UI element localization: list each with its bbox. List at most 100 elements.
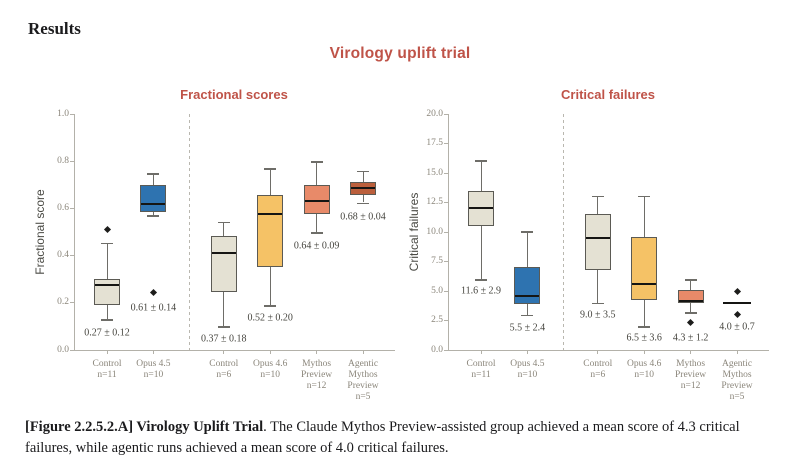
critical-failures-subtitle: Critical failures	[561, 87, 655, 102]
y-axis-tick-label: 0.2	[57, 297, 69, 308]
whisker-cap-bottom	[217, 326, 230, 328]
median-line	[211, 252, 236, 255]
critical-failures-plot-area: 0.0 2.5 5.0 7.5 10.0 12.5 15.0 17.5 20.0 11.6 ± 2…	[426, 109, 769, 402]
whisker-cap-top	[217, 221, 230, 224]
y-axis-tick	[444, 143, 449, 144]
x-category-label: Mythos	[302, 359, 332, 369]
outlier-diamond	[103, 226, 111, 234]
whisker-cap-top	[264, 168, 277, 170]
median-line	[632, 282, 657, 285]
mean-annotation: 4.3 ± 1.2	[672, 332, 709, 344]
y-axis-tick	[70, 113, 75, 115]
x-category-label: Preview	[675, 370, 707, 380]
x-axis-tick	[106, 350, 108, 354]
x-category-label: n=6	[216, 370, 232, 380]
outlier-diamond	[149, 288, 157, 296]
whisker-cap-top	[684, 279, 697, 281]
x-category-label: Mythos	[722, 370, 752, 380]
whisker-cap-bottom	[475, 279, 487, 281]
y-axis-tick-label: 0.6	[57, 202, 69, 213]
y-axis-tick	[70, 349, 75, 351]
x-category-label: Control	[209, 359, 239, 369]
x-category-label: n=10	[517, 370, 538, 380]
whisker-cap-top	[638, 195, 651, 198]
x-category-label: Control	[92, 359, 122, 369]
x-axis-tick	[690, 350, 692, 354]
mean-annotation: 0.52 ± 0.20	[247, 312, 293, 324]
y-axis-tick	[444, 113, 449, 115]
group-separator	[562, 114, 564, 350]
y-axis-tick	[70, 302, 75, 304]
x-category-label: n=12	[306, 381, 327, 391]
x-category-label: Opus 4.5	[136, 359, 171, 369]
x-category-label: n=11	[471, 370, 491, 380]
median-line	[141, 202, 166, 205]
whisker-cap-top	[591, 195, 604, 198]
mean-annotation: 5.5 ± 2.4	[509, 322, 546, 334]
y-axis-tick-label: 2.5	[431, 315, 443, 325]
y-axis-tick-label: 20.0	[426, 108, 443, 119]
box-rect	[514, 267, 541, 304]
whisker-cap-bottom	[147, 215, 160, 217]
fractional-scores-plot-area: 0.0 0.2 0.4 0.6 0.8 1.0 0.27 ± 0.12 Control n=11…	[57, 109, 395, 402]
x-category-label: n=10	[260, 370, 280, 380]
figure-caption: [Figure 2.2.5.2.A] Virology Uplift Trial…	[25, 417, 773, 460]
whisker-cap-top	[310, 161, 323, 163]
x-category-label: Opus 4.6	[253, 359, 288, 369]
whisker-cap-bottom	[101, 319, 113, 321]
median-line	[351, 187, 375, 190]
y-axis-tick-label: 0.0	[431, 344, 443, 355]
whisker-cap-top	[357, 170, 369, 173]
y-axis-tick	[70, 255, 75, 257]
whisker-cap-bottom	[357, 202, 369, 204]
whisker-cap-bottom	[264, 305, 277, 307]
x-axis-tick	[736, 350, 738, 354]
y-axis-tick	[444, 261, 449, 262]
fractional-scores-subtitle: Fractional scores	[180, 87, 288, 102]
whisker-cap-top	[147, 173, 160, 175]
mean-annotation: 0.68 ± 0.04	[340, 211, 386, 223]
x-category-label: Opus 4.5	[510, 359, 545, 369]
x-axis-tick	[526, 350, 528, 354]
outlier-diamond	[733, 287, 741, 295]
x-category-label: Preview	[347, 381, 379, 391]
x-category-label: Preview	[721, 381, 753, 391]
median-line	[723, 301, 751, 304]
y-axis-tick-label: 10.0	[426, 226, 443, 237]
y-axis-tick	[444, 172, 449, 174]
y-axis-tick-label: 0.4	[57, 250, 69, 261]
x-category-label: n=10	[634, 370, 654, 380]
x-axis-tick	[269, 350, 271, 354]
median-line	[469, 207, 493, 210]
whisker-cap-bottom	[521, 314, 534, 317]
median-line	[304, 199, 329, 202]
y-axis-tick	[70, 207, 75, 209]
y-axis-tick-label: 5.0	[431, 285, 443, 296]
box-rect	[94, 279, 120, 306]
x-category-label: Agentic	[347, 359, 379, 369]
box-rect	[631, 236, 658, 301]
y-axis-tick	[444, 320, 449, 321]
y-axis-tick	[444, 231, 449, 233]
mean-annotation: 4.0 ± 0.7	[719, 321, 755, 333]
whisker-cap-top	[101, 242, 113, 245]
mean-annotation: 11.6 ± 2.9	[460, 285, 502, 297]
median-line	[678, 300, 703, 303]
x-category-label: Agentic	[721, 359, 753, 369]
x-axis-tick	[643, 350, 645, 354]
y-axis-tick-label: 12.5	[426, 197, 443, 207]
y-axis-tick-label: 1.0	[57, 108, 69, 119]
mean-annotation: 6.5 ± 3.6	[626, 332, 662, 344]
mean-annotation: 0.64 ± 0.09	[293, 240, 340, 252]
median-line	[585, 236, 610, 239]
figure-caption-label: [Figure 2.2.5.2.A] Virology Uplift Trial	[25, 418, 264, 435]
x-axis-tick	[480, 350, 482, 354]
box-rect	[210, 235, 237, 293]
x-category-label: n=10	[143, 370, 164, 380]
mean-annotation: 0.27 ± 0.12	[84, 327, 130, 339]
results-heading: Results	[28, 19, 81, 38]
median-line	[95, 284, 119, 287]
mean-annotation: 0.61 ± 0.14	[130, 302, 177, 314]
mean-annotation: 9.0 ± 3.5	[580, 309, 616, 321]
box-rect	[140, 184, 167, 212]
